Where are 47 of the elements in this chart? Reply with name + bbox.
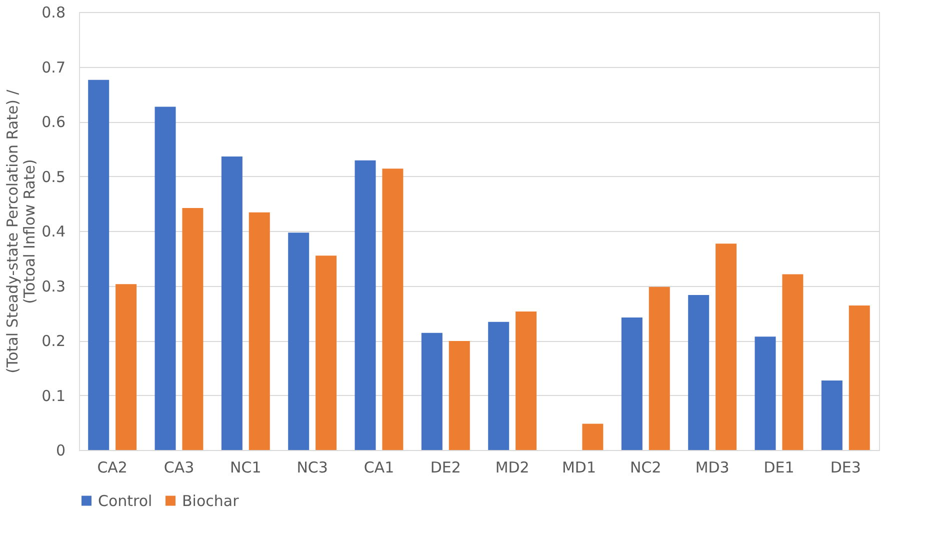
x-tick-label: DE3 <box>830 458 861 476</box>
x-tick-label: CA3 <box>164 458 194 476</box>
bar <box>288 232 310 450</box>
y-tick-label: 0.5 <box>42 168 66 186</box>
x-tick-label: NC2 <box>630 458 662 476</box>
bar <box>688 295 710 450</box>
y-tick-label: 0.6 <box>42 113 66 131</box>
bar <box>782 274 804 450</box>
bar <box>582 424 604 450</box>
x-tick-label: MD2 <box>495 458 530 476</box>
bar <box>421 332 442 450</box>
x-tick-label: CA1 <box>364 458 394 476</box>
bar <box>848 305 870 450</box>
x-tick-label: NC1 <box>230 458 262 476</box>
bar <box>448 341 470 450</box>
bar <box>354 160 376 450</box>
bar <box>316 256 337 450</box>
x-tick-label: MD1 <box>562 458 596 476</box>
y-tick-label: 0 <box>56 442 66 460</box>
bar <box>221 156 242 450</box>
x-tick-label: NC3 <box>296 458 328 476</box>
bar <box>621 318 642 450</box>
bar <box>154 106 176 450</box>
bar <box>821 380 842 450</box>
x-tick-label: DE1 <box>764 458 794 476</box>
bar <box>248 212 270 450</box>
bar <box>754 336 776 450</box>
x-tick-label: MD3 <box>695 458 730 476</box>
y-tick-label: 0.8 <box>42 4 66 22</box>
bar <box>116 284 137 450</box>
x-tick-label: CA2 <box>97 458 128 476</box>
bar <box>382 168 404 450</box>
y-tick-label: 0.7 <box>42 58 66 76</box>
legend-label: Control <box>98 492 152 510</box>
bar <box>182 208 204 450</box>
y-tick-label: 0.2 <box>42 332 66 350</box>
y-axis-title: (Total Steady-state Percolation Rate) / (Totoal Inflow Rate) <box>4 88 39 374</box>
y-tick-label: 0.3 <box>42 277 66 296</box>
y-tick-label: 0.4 <box>42 222 66 240</box>
bar <box>648 286 670 450</box>
bar <box>516 311 537 450</box>
y-tick-label: 0.1 <box>42 386 66 405</box>
x-tick-label: DE2 <box>430 458 461 476</box>
bar <box>88 80 110 450</box>
bar <box>488 322 510 450</box>
bar <box>716 244 737 450</box>
legend-label: Biochar <box>182 492 240 510</box>
